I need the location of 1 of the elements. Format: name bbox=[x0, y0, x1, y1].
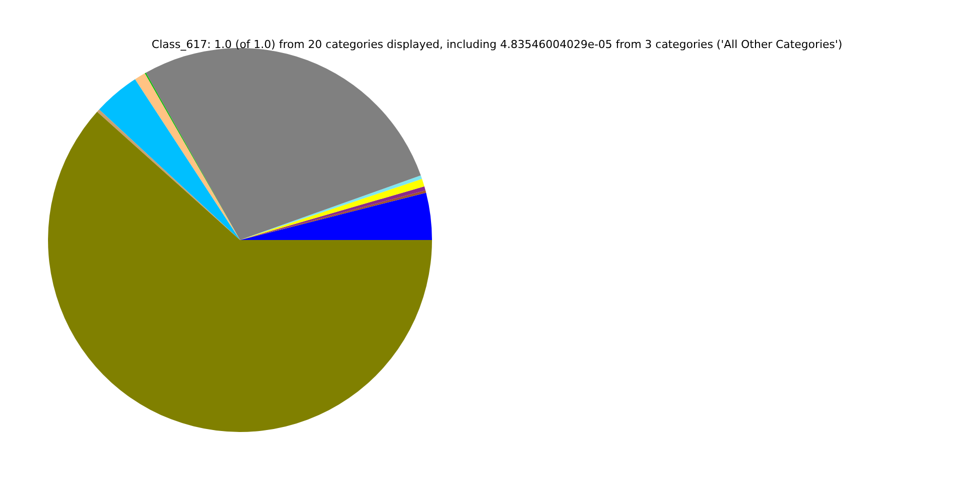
text: Class_617: 1.0 (of 1.0) from 20 categories displayed, including 4.83546004029e-05 from 3 categories ('All Other Categories') bbox=[152, 38, 842, 51]
